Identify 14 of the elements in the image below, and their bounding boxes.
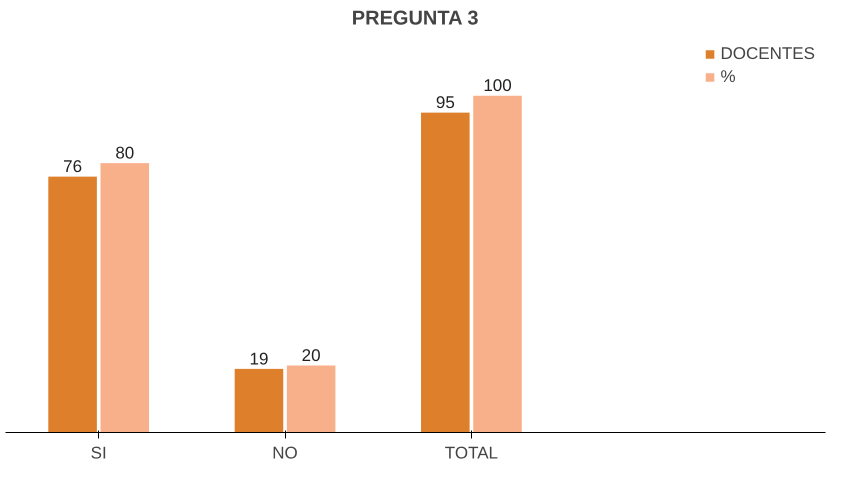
data-label: 95 <box>436 93 455 112</box>
bar <box>234 368 284 432</box>
chart-title: PREGUNTA 3 <box>352 8 478 30</box>
data-label: 80 <box>115 144 134 163</box>
data-label: 100 <box>483 76 512 96</box>
x-tick-label: NO <box>272 444 298 462</box>
data-label: 20 <box>302 346 321 366</box>
data-label: 19 <box>250 349 268 368</box>
legend-label: DOCENTES <box>720 44 815 64</box>
x-tick-label: SI <box>90 444 107 462</box>
x-tick-label: TOTAL <box>444 444 498 462</box>
data-label: 76 <box>63 157 82 176</box>
bar <box>286 364 336 432</box>
legend-label: % <box>720 67 737 87</box>
